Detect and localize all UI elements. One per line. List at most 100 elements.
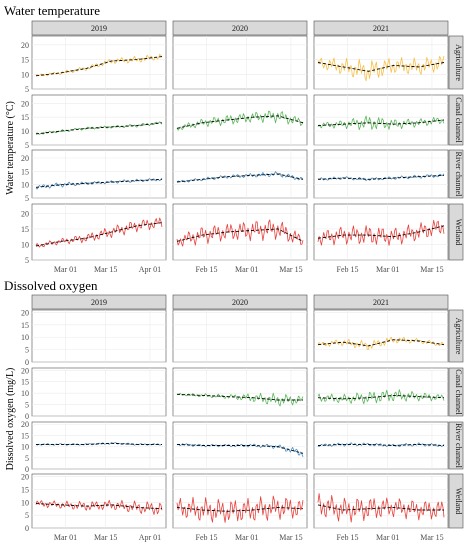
trend-line-river-channel-2021-1 (317, 443, 445, 446)
panel-canal-channel-2020-0 (172, 94, 308, 146)
trend-line-wetland-2021-0 (317, 225, 445, 239)
y-tick-label: 15 (21, 431, 29, 440)
y-tick-label: 15 (21, 321, 29, 330)
x-tick-label-2020: Mar 15 (279, 265, 302, 274)
y-tick-label: 5 (25, 194, 29, 203)
year-strip-label-2019-1: 2019 (91, 298, 107, 307)
panel-river-channel-2021-0 (313, 149, 449, 199)
y-tick-label: 10 (21, 70, 29, 79)
panel-river-channel-2019-0 (31, 149, 167, 199)
panel-canal-channel-2020-1 (172, 367, 308, 417)
panel-agriculture-2020-0 (172, 35, 308, 90)
x-tick-label-2019: Mar 15 (94, 265, 117, 274)
y-tick-label: 20 (21, 154, 29, 163)
x-tick-label-2020: Feb 15 (196, 533, 218, 542)
series-line-river-channel-2021-1 (317, 442, 445, 448)
y-tick-label: 20 (21, 99, 29, 108)
year-strip-label-2021-0: 2021 (373, 24, 389, 33)
y-tick-label: 20 (21, 420, 29, 429)
x-tick-label-2019: Mar 01 (54, 533, 77, 542)
y-tick-label: 5 (25, 401, 29, 410)
site-strip-label-wetland-0: Wetland (454, 219, 463, 245)
x-tick-label-2019: Mar 15 (94, 533, 117, 542)
site-strip-label-river-channel-0: River channel (454, 152, 463, 197)
panel-canal-channel-2021-0 (313, 94, 449, 146)
trend-line-agriculture-2019-0 (35, 56, 163, 77)
y-tick-label: 20 (21, 366, 29, 375)
y-tick-label: 5 (25, 511, 29, 520)
trend-line-wetland-2020-1 (176, 506, 304, 512)
panel-canal-channel-2019-0 (31, 94, 167, 146)
y-tick-label: 0 (25, 465, 29, 474)
trend-line-wetland-2020-0 (176, 228, 304, 242)
site-strip-canal-channel-0 (448, 94, 464, 146)
series-line-river-channel-2019-0 (35, 177, 163, 190)
panel-wetland-2019-1 (31, 473, 167, 529)
site-strip-river-channel-0 (448, 149, 464, 199)
trend-line-canal-channel-2020-1 (176, 393, 303, 401)
panel-river-channel-2020-0 (172, 149, 308, 199)
site-strip-label-river-channel-1: River channel (454, 423, 463, 468)
x-tick-label-2020: Mar 01 (235, 533, 258, 542)
panel-river-channel-2019-1 (31, 421, 167, 470)
series-line-canal-channel-2021-0 (317, 115, 445, 131)
year-strip-2021-0 (313, 20, 449, 36)
y-tick-label: 0 (25, 358, 29, 367)
year-strip-2019-1 (31, 294, 167, 310)
y-tick-label: 15 (21, 56, 29, 65)
site-strip-agriculture-1 (448, 309, 464, 363)
y-tick-label: 10 (21, 127, 29, 136)
y-tick-label: 15 (21, 378, 29, 387)
y-tick-label: 5 (25, 454, 29, 463)
y-tick-label: 15 (21, 225, 29, 234)
year-strip-2020-1 (172, 294, 308, 310)
panel-agriculture-2020-1 (172, 309, 308, 363)
x-tick-label-2020: Feb 15 (196, 265, 218, 274)
trend-line-river-channel-2019-1 (36, 442, 162, 445)
x-tick-label-2021: Mar 15 (420, 533, 443, 542)
x-tick-label-2021: Mar 01 (376, 265, 399, 274)
y-tick-label: 20 (21, 41, 29, 50)
x-tick-label-2019: Mar 01 (54, 265, 77, 274)
trend-line-wetland-2019-0 (35, 222, 163, 247)
panel-agriculture-2019-0 (31, 35, 167, 90)
series-line-agriculture-2021-0 (317, 55, 445, 82)
x-tick-label-2020: Mar 01 (235, 265, 258, 274)
y-tick-label: 20 (21, 209, 29, 218)
year-strip-2019-0 (31, 20, 167, 36)
panel-wetland-2021-0 (313, 203, 449, 261)
series-line-wetland-2020-1 (176, 495, 304, 523)
panel-river-channel-2021-1 (313, 421, 449, 470)
y-tick-label: 5 (25, 346, 29, 355)
series-line-canal-channel-2020-0 (176, 110, 304, 131)
site-strip-river-channel-1 (448, 421, 464, 470)
y-tick-label: 5 (25, 85, 29, 94)
trend-line-river-channel-2021-0 (317, 174, 445, 180)
series-line-wetland-2021-1 (317, 493, 445, 523)
series-line-wetland-2019-1 (35, 499, 163, 515)
y-tick-label: 10 (21, 181, 29, 190)
year-strip-label-2019-0: 2019 (91, 24, 107, 33)
trend-line-agriculture-2021-0 (317, 62, 445, 72)
series-line-wetland-2020-0 (176, 219, 304, 247)
y-tick-label: 5 (25, 141, 29, 150)
panel-agriculture-2019-1 (31, 309, 167, 363)
y-tick-label: 10 (21, 389, 29, 398)
panel-canal-channel-2019-1 (31, 367, 167, 417)
panel-agriculture-2021-1 (313, 309, 449, 363)
x-tick-label-2019: Apr 01 (139, 533, 161, 542)
site-strip-label-wetland-1: Wetland (454, 488, 463, 514)
site-strip-label-canal-channel-1: Canal channel (454, 369, 463, 415)
y-tick-label: 0 (25, 412, 29, 421)
chart-title-1: Dissolved oxygen (4, 278, 98, 293)
trend-line-canal-channel-2020-0 (176, 115, 304, 129)
year-strip-label-2020-1: 2020 (232, 298, 248, 307)
trend-line-river-channel-2019-0 (35, 178, 163, 188)
x-tick-label-2021: Feb 15 (337, 265, 359, 274)
panel-wetland-2020-1 (172, 473, 308, 529)
series-line-agriculture-2021-1 (317, 336, 445, 350)
x-tick-label-2020: Mar 15 (279, 533, 302, 542)
trend-line-wetland-2019-1 (35, 503, 163, 510)
x-tick-label-2021: Mar 15 (420, 265, 443, 274)
